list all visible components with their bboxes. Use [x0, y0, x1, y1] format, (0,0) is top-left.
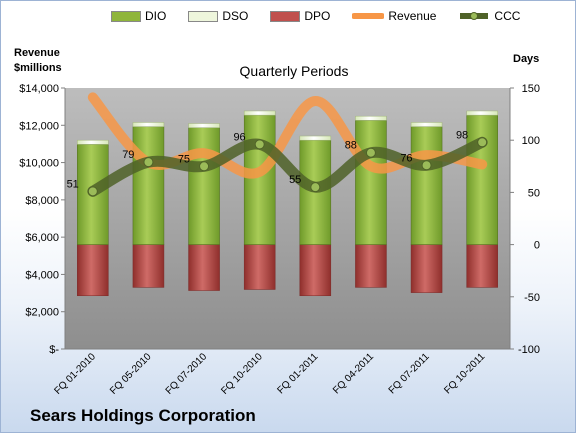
- ccc-data-label: 96: [233, 131, 245, 143]
- dso-bar: [132, 122, 165, 127]
- ccc-swatch: [460, 12, 489, 20]
- right-tick-label: 0: [534, 240, 540, 252]
- x-tick-label: FQ 10-2011: [442, 351, 487, 396]
- dpo-bar: [355, 244, 387, 288]
- x-tick-label: FQ 10-2010: [219, 351, 265, 397]
- dpo-swatch: [270, 10, 301, 22]
- left-tick-label: $12,000: [19, 120, 59, 132]
- dso-swatch: [188, 10, 219, 22]
- left-axis-title-line1: Revenue: [14, 47, 60, 59]
- ccc-point: [87, 186, 98, 197]
- right-tick-label: 100: [522, 135, 540, 147]
- x-tick-label: FQ 07-2011: [387, 351, 432, 396]
- dio-bar: [188, 127, 220, 245]
- legend-label-ccc: CCC: [494, 9, 521, 23]
- ccc-line: [87, 136, 488, 197]
- ccc-data-label: 98: [456, 129, 468, 141]
- dso-bar: [77, 139, 109, 145]
- ccc-point: [143, 157, 154, 168]
- left-tick-label: $2,000: [25, 307, 59, 319]
- left-tick-label: $10,000: [19, 158, 59, 170]
- legend: DIO DSO DPO Revenue CCC: [111, 9, 520, 23]
- right-tick-label: -100: [518, 344, 540, 356]
- left-tick-label: $6,000: [25, 232, 59, 244]
- legend-label-revenue: Revenue: [388, 9, 437, 23]
- dso-bar: [299, 135, 332, 141]
- ccc-point: [199, 161, 210, 172]
- left-tick-label: $-: [49, 344, 59, 356]
- right-tick-label: -50: [524, 292, 540, 304]
- left-axis-title: Revenue $millions: [14, 46, 62, 76]
- ccc-point: [310, 182, 321, 193]
- ccc-data-label: 55: [289, 174, 301, 186]
- right-tick-label: 50: [528, 187, 540, 199]
- plot-title: Quarterly Periods: [239, 63, 349, 79]
- dpo-bar: [132, 244, 165, 288]
- dpo-bar: [299, 244, 332, 297]
- dpo-bar: [243, 244, 276, 290]
- dio-bar: [243, 114, 276, 245]
- right-axis-title: Days: [513, 53, 540, 65]
- dso-bar: [410, 122, 443, 127]
- ccc-point: [365, 147, 376, 158]
- dio-swatch: [111, 10, 141, 22]
- x-tick-label: FQ 01-2010: [52, 351, 98, 397]
- legend-label-dso: DSO: [222, 9, 249, 23]
- x-tick-label: FQ 05-2010: [108, 351, 154, 397]
- legend-item-dpo: DPO: [270, 9, 330, 23]
- legend-item-ccc: CCC: [458, 9, 520, 23]
- left-tick-label: $8,000: [25, 195, 59, 207]
- ccc-data-label: 88: [345, 140, 357, 152]
- ccc-point: [254, 139, 265, 150]
- ccc-data-label: 51: [67, 178, 79, 190]
- dpo-bar: [410, 244, 443, 293]
- dio-bar: [132, 126, 165, 245]
- dpo-bar: [466, 244, 498, 288]
- dso-bar: [188, 123, 220, 128]
- legend-item-dio: DIO: [111, 9, 166, 23]
- legend-label-dpo: DPO: [304, 9, 331, 23]
- legend-item-dso: DSO: [188, 9, 248, 23]
- dio-bar: [410, 126, 443, 245]
- dpo-bar: [188, 244, 220, 291]
- dio-bar: [355, 120, 387, 245]
- ccc-point: [421, 160, 432, 171]
- company-name: Sears Holdings Corporation: [30, 406, 256, 425]
- dio-bar: [466, 114, 498, 245]
- dso-bar: [466, 110, 498, 116]
- legend-label-dio: DIO: [145, 9, 167, 23]
- dpo-bar: [77, 244, 109, 297]
- revenue-swatch: [352, 13, 385, 19]
- ccc-data-label: 79: [122, 149, 134, 161]
- ccc-data-label: 75: [178, 153, 190, 165]
- dso-bar: [243, 110, 276, 116]
- left-tick-label: $4,000: [25, 269, 59, 281]
- x-tick-label: FQ 07-2010: [164, 351, 210, 397]
- x-tick-label: FQ 01-2011: [275, 351, 320, 396]
- left-tick-label: $14,000: [19, 83, 59, 95]
- left-axis-title-line2: $millions: [14, 62, 62, 74]
- ccc-point: [477, 137, 488, 148]
- right-tick-label: 150: [522, 83, 540, 95]
- ccc-data-label: 76: [400, 152, 412, 164]
- legend-item-revenue: Revenue: [352, 9, 436, 23]
- x-tick-label: FQ 04-2011: [331, 351, 376, 396]
- dso-bar: [355, 115, 387, 121]
